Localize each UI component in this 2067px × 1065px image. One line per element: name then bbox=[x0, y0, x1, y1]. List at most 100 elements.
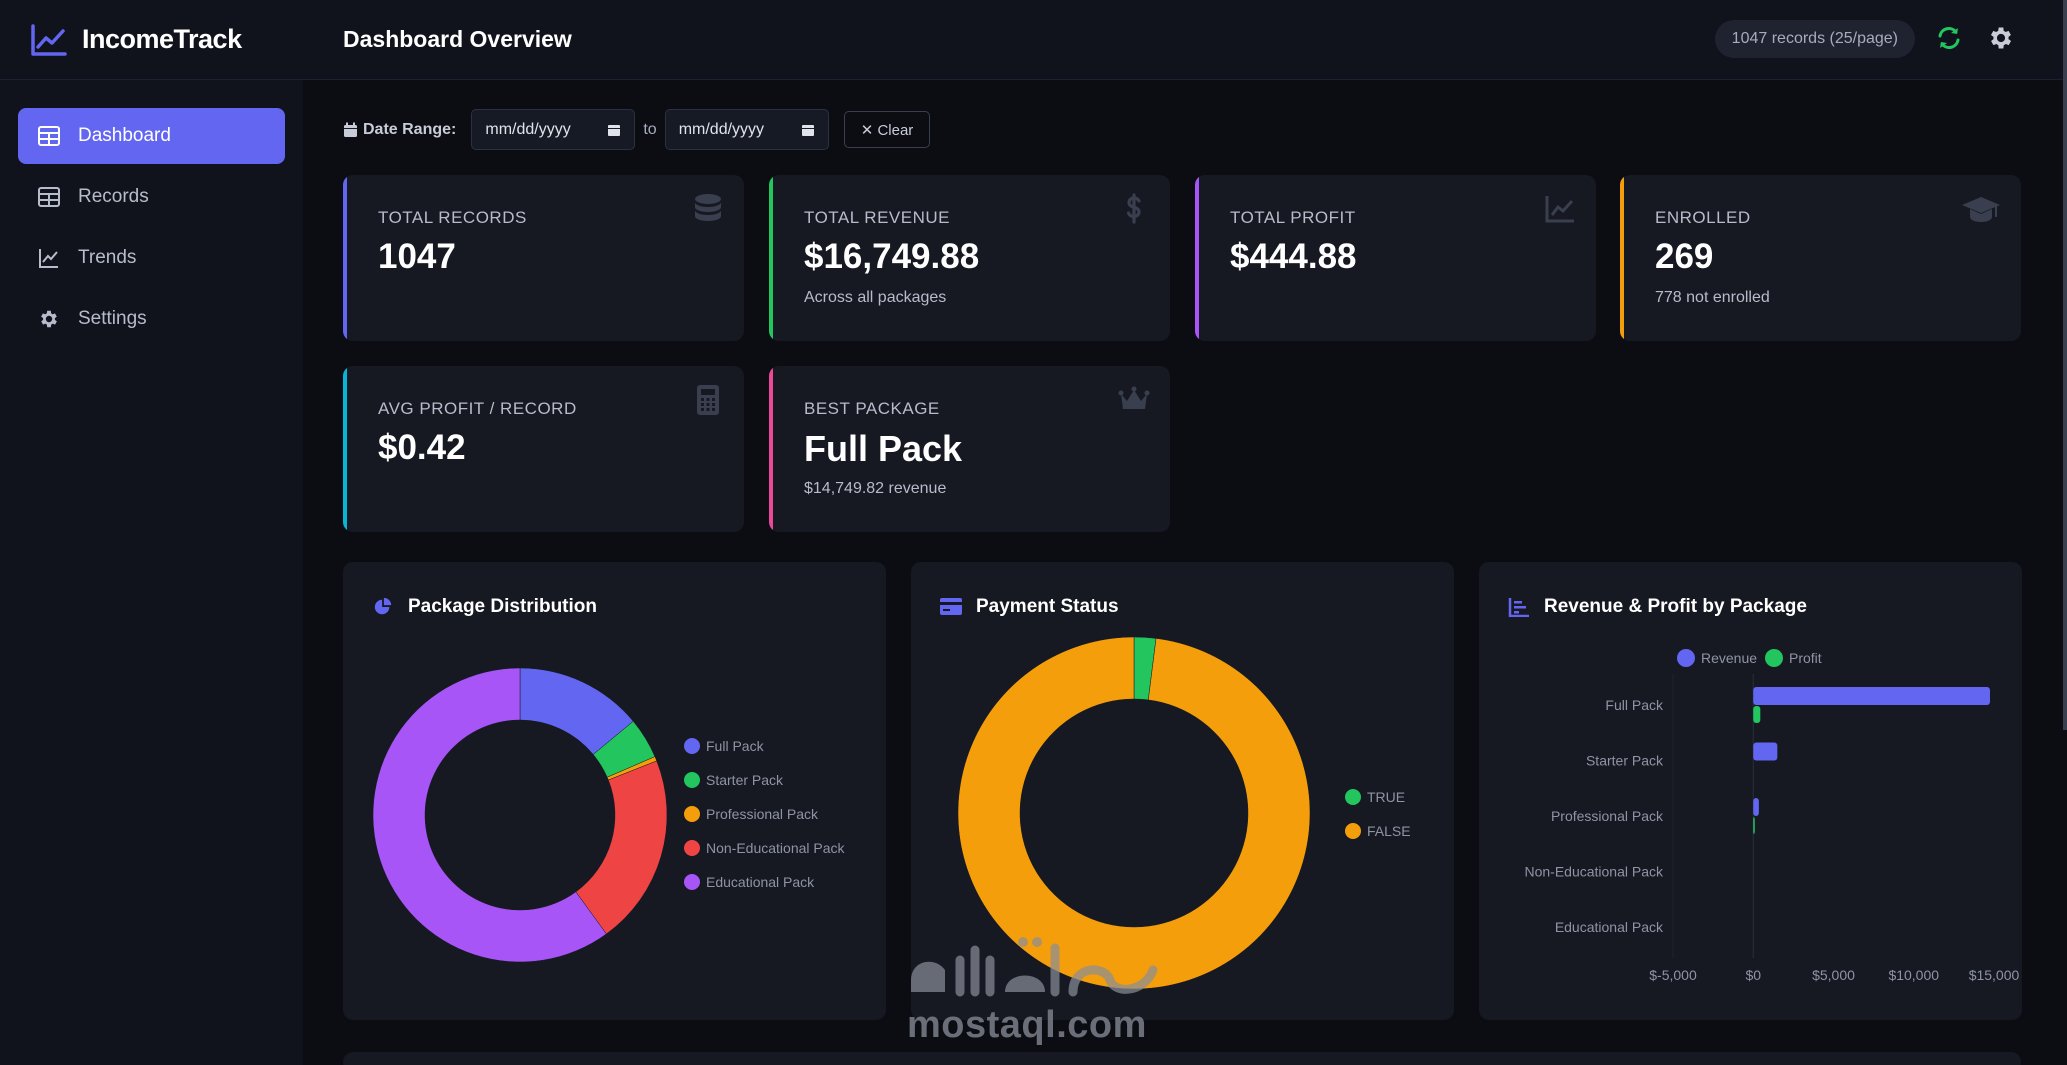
stat-card-total-revenue: Total Revenue $16,749.88 Across all pack… bbox=[769, 175, 1170, 341]
stat-card-total-profit: Total Profit $444.88 bbox=[1195, 175, 1596, 341]
card-accent bbox=[343, 366, 347, 532]
date-from-input[interactable]: mm/dd/yyyy bbox=[471, 109, 636, 150]
bar-profit-professional-pack[interactable] bbox=[1753, 817, 1755, 834]
stat-label: Total Profit bbox=[1230, 208, 1356, 227]
card-accent bbox=[1195, 175, 1199, 341]
watermark-text: mostaql.com bbox=[907, 1004, 1147, 1046]
stat-value: $16,749.88 bbox=[804, 237, 980, 276]
stat-card-enrolled: Enrolled 269 778 not enrolled bbox=[1620, 175, 2021, 341]
legend-label[interactable]: Full Pack bbox=[706, 738, 765, 754]
legend-swatch bbox=[684, 738, 700, 754]
sidebar-item-trends[interactable]: Trends bbox=[18, 230, 285, 286]
calendar-icon[interactable] bbox=[801, 123, 815, 137]
gear-icon bbox=[41, 310, 57, 328]
date-to-input[interactable]: mm/dd/yyyy bbox=[664, 109, 829, 150]
category-label: Educational Pack bbox=[1555, 919, 1664, 935]
clear-dates-button[interactable]: ✕ Clear bbox=[843, 111, 931, 148]
legend-label[interactable]: Starter Pack bbox=[706, 772, 784, 788]
line-chart-icon bbox=[31, 23, 67, 56]
top-header: Dashboard Overview 1047 records (25/page… bbox=[303, 0, 2065, 80]
sidebar-item-dashboard[interactable]: Dashboard bbox=[18, 108, 285, 164]
legend-label[interactable]: Non-Educational Pack bbox=[706, 840, 846, 856]
category-label: Starter Pack bbox=[1586, 753, 1664, 769]
calendar-icon[interactable] bbox=[607, 123, 621, 137]
credit-card-icon bbox=[940, 598, 962, 615]
legend-swatch bbox=[1345, 789, 1361, 805]
calendar-icon bbox=[344, 122, 357, 137]
sidebar-item-settings[interactable]: Settings bbox=[18, 291, 285, 347]
graduation-cap-icon bbox=[1962, 197, 2000, 222]
brand-name: IncomeTrack bbox=[82, 24, 242, 54]
legend-label[interactable]: Professional Pack bbox=[706, 806, 819, 822]
date-to-label: to bbox=[643, 120, 657, 138]
bar-revenue-professional-pack[interactable] bbox=[1753, 798, 1759, 816]
sidebar: IncomeTrack Dashboard Records Trends Set… bbox=[0, 0, 303, 1065]
stat-label: Best Package bbox=[804, 399, 940, 418]
panel-title: Package Distribution bbox=[372, 596, 597, 618]
legend-swatch bbox=[684, 806, 700, 822]
bar-chart-icon bbox=[1508, 598, 1529, 617]
stat-card-best-package: Best Package Full Pack $14,749.82 revenu… bbox=[769, 366, 1170, 532]
stat-value: 269 bbox=[1655, 237, 1714, 276]
bar-revenue-starter-pack[interactable] bbox=[1753, 742, 1778, 761]
category-label: Full Pack bbox=[1605, 697, 1664, 713]
line-chart-icon bbox=[39, 249, 58, 268]
stat-value: Full Pack bbox=[804, 428, 963, 469]
sidebar-item-label: Trends bbox=[78, 247, 137, 268]
package-distribution-chart[interactable]: Full Pack Starter Pack Professional Pack No… bbox=[343, 562, 886, 1020]
legend-label[interactable]: FALSE bbox=[1367, 823, 1411, 839]
date-range-label: Date Range: bbox=[343, 121, 456, 139]
legend-swatch bbox=[684, 772, 700, 788]
line-chart-icon bbox=[1545, 196, 1574, 223]
next-panel-edge bbox=[343, 1052, 2021, 1065]
bar-revenue-full-pack[interactable] bbox=[1753, 687, 1990, 705]
card-accent bbox=[1620, 175, 1624, 341]
stat-subtext: Across all packages bbox=[804, 289, 947, 306]
legend-label[interactable]: TRUE bbox=[1367, 789, 1405, 805]
legend-label[interactable]: Profit bbox=[1789, 650, 1822, 666]
payment-slice-false[interactable] bbox=[957, 636, 1311, 990]
panel-package-distribution: Package Distribution Full Pack Starter Pa… bbox=[343, 562, 886, 1020]
x-tick-label: $10,000 bbox=[1888, 967, 1939, 983]
stat-value: $0.42 bbox=[378, 428, 466, 467]
legend-swatch bbox=[1345, 823, 1361, 839]
package-slice-non-educational-pack[interactable] bbox=[575, 760, 668, 935]
dollar-icon bbox=[1126, 193, 1141, 224]
x-tick-label: $0 bbox=[1745, 967, 1761, 983]
legend-label[interactable]: Educational Pack bbox=[706, 874, 815, 890]
bar-profit-full-pack[interactable] bbox=[1753, 706, 1761, 723]
payment-status-chart[interactable]: TRUE FALSE bbox=[911, 562, 1454, 1020]
legend-swatch bbox=[684, 840, 700, 856]
crown-icon bbox=[1118, 386, 1150, 409]
table-icon bbox=[38, 126, 60, 146]
records-count-badge: 1047 records (25/page) bbox=[1714, 20, 1915, 58]
gear-icon[interactable] bbox=[1987, 24, 2015, 52]
stat-subtext: $14,749.82 revenue bbox=[804, 480, 947, 497]
sidebar-nav: Dashboard Records Trends Settings bbox=[0, 80, 303, 347]
panel-title: Payment Status bbox=[940, 596, 1119, 618]
brand[interactable]: IncomeTrack bbox=[0, 0, 303, 80]
x-tick-label: $15,000 bbox=[1969, 967, 2020, 983]
sidebar-item-label: Settings bbox=[78, 308, 147, 329]
legend-label[interactable]: Revenue bbox=[1701, 650, 1757, 666]
pie-chart-icon bbox=[374, 597, 392, 615]
stat-label: Total Records bbox=[378, 208, 527, 227]
date-range-filter: Date Range: mm/dd/yyyy to mm/dd/yyyy ✕ C… bbox=[343, 109, 931, 150]
category-label: Professional Pack bbox=[1551, 808, 1664, 824]
revenue-profit-chart[interactable]: Revenue Profit Full Pack Starter Pack Profes… bbox=[1479, 562, 2022, 1020]
package-slice-educational-pack[interactable] bbox=[372, 667, 607, 963]
card-accent bbox=[769, 366, 773, 532]
panel-title: Revenue & Profit by Package bbox=[1508, 596, 1807, 618]
sidebar-item-records[interactable]: Records bbox=[18, 169, 285, 225]
page-scrollbar[interactable] bbox=[2063, 0, 2067, 730]
refresh-icon[interactable] bbox=[1935, 24, 1963, 52]
stat-subtext: 778 not enrolled bbox=[1655, 289, 1770, 306]
watermark: mostaql.com bbox=[905, 920, 1160, 1046]
legend-swatch bbox=[1677, 649, 1695, 667]
legend-swatch bbox=[1765, 649, 1783, 667]
page-title: Dashboard Overview bbox=[343, 26, 572, 52]
sidebar-item-label: Records bbox=[78, 186, 149, 207]
x-tick-label: $5,000 bbox=[1812, 967, 1855, 983]
stat-card-avg-profit: Avg Profit / Record $0.42 bbox=[343, 366, 744, 532]
panel-revenue-profit: Revenue & Profit by Package Revenue Profi… bbox=[1479, 562, 2022, 1020]
